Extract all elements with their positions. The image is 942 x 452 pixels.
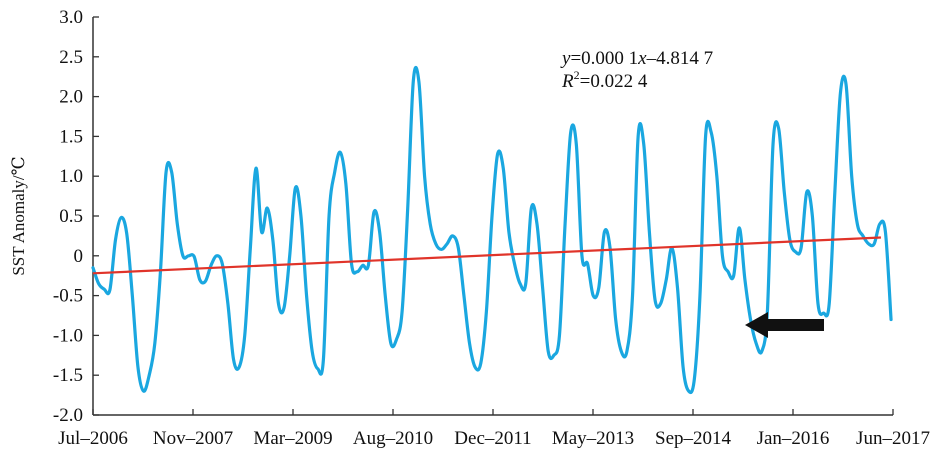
y-tick-label: -1.5 xyxy=(53,365,83,386)
trend-group xyxy=(92,236,881,275)
equation-x-symbol: x xyxy=(637,48,647,69)
sst-anomaly-series-line xyxy=(91,66,893,395)
linear-trend-line xyxy=(92,236,881,275)
regression-annotation: y=0.000 1x–4.814 7 R2=0.022 4 xyxy=(560,48,713,92)
x-tick-label: Sep–2014 xyxy=(655,428,732,449)
x-tick-label: Jun–2017 xyxy=(856,428,930,449)
y-axis-title: SST Anomaly/℃ xyxy=(9,156,28,275)
equation-intercept: –4.814 7 xyxy=(646,48,714,69)
x-tick-label: Jul–2006 xyxy=(58,428,128,449)
x-tick-label: Jan–2016 xyxy=(757,428,830,449)
left-arrow-icon xyxy=(745,312,824,338)
equation-y-symbol: y xyxy=(560,48,571,69)
axes: 3.0 2.5 2.0 1.5 1.0 0.5 0 -0.5 -1.0 -1.5 -2.0 Jul–… xyxy=(53,7,930,449)
x-tick-label: Aug–2010 xyxy=(353,428,433,449)
r-squared-superscript: 2 xyxy=(574,68,580,82)
x-tick-label: Nov–2007 xyxy=(153,428,233,449)
series-group xyxy=(91,66,893,395)
y-tick-label: 3.0 xyxy=(59,7,83,28)
y-tick-label: 1.5 xyxy=(59,126,83,147)
y-tick-label: 0 xyxy=(74,246,84,267)
y-tick-label: -0.5 xyxy=(53,286,83,307)
x-tick-label: Dec–2011 xyxy=(454,428,531,449)
arrow-shape xyxy=(745,312,824,338)
x-tick-label: Mar–2009 xyxy=(253,428,332,449)
x-tick-label: May–2013 xyxy=(552,428,634,449)
regression-equation: y=0.000 1x–4.814 7 xyxy=(560,48,713,69)
y-tick-label: -2.0 xyxy=(53,405,83,426)
y-tick-label: 2.5 xyxy=(59,47,83,68)
r-squared-value: =0.022 4 xyxy=(580,71,648,92)
r-symbol: R xyxy=(561,71,574,92)
r-squared-label: R2=0.022 4 xyxy=(561,68,648,92)
x-ticks: Jul–2006 Nov–2007 Mar–2009 Aug–2010 Dec–2011… xyxy=(58,409,930,449)
equation-coefficient: =0.000 1 xyxy=(570,48,638,69)
y-tick-label: 0.5 xyxy=(59,206,83,227)
y-tick-label: -1.0 xyxy=(53,325,83,346)
y-ticks: 3.0 2.5 2.0 1.5 1.0 0.5 0 -0.5 -1.0 -1.5 -2.0 xyxy=(53,7,99,426)
y-tick-label: 2.0 xyxy=(59,87,83,108)
y-tick-label: 1.0 xyxy=(59,166,83,187)
